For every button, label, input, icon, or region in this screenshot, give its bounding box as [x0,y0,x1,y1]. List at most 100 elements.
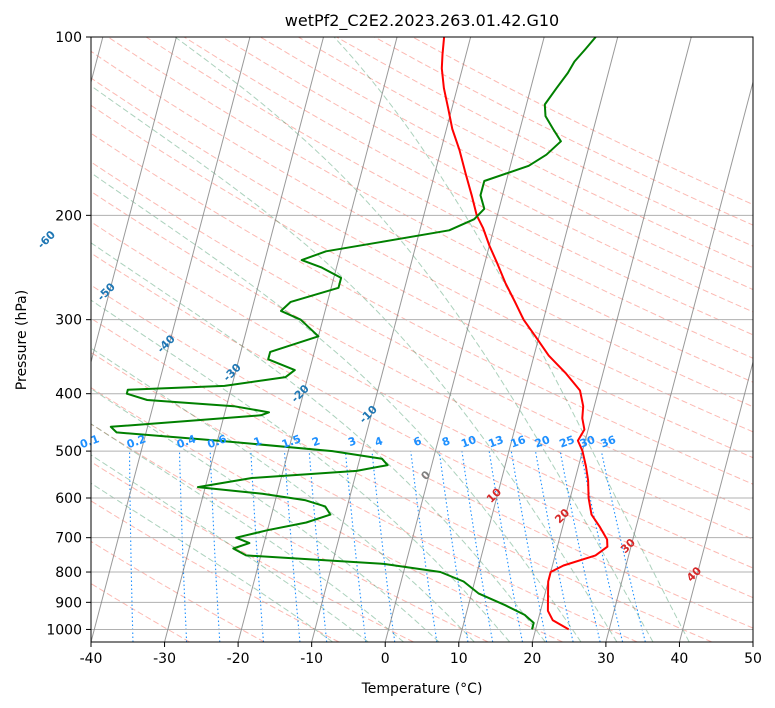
y-tick-label: 900 [55,595,82,611]
mixing-ratio-label: 1 [252,434,264,449]
dry-adiabat [91,540,265,642]
mixing-ratio-line [209,451,221,642]
isotherm-label: -20 [289,382,312,405]
y-axis-title: Pressure (hPa) [14,290,30,390]
y-tick-label: 700 [55,531,82,547]
mixing-ratio-label: 20 [533,433,552,451]
dry-adiabat [91,284,753,629]
isotherm-label: 0 [419,468,434,483]
y-tick-label: 400 [55,387,82,403]
dry-adiabat [91,583,190,642]
mixing-ratio-line [580,450,624,642]
x-tick-label: 30 [597,651,615,667]
isotherm-label: -40 [155,332,178,355]
mixing-ratio-line [559,451,601,642]
x-tick-label: -10 [300,651,323,667]
isotherm-label: -60 [35,228,58,251]
mixing-ratio-line [534,451,574,642]
mixing-ratio-line [410,451,438,642]
mixing-ratio-label: 25 [558,433,577,450]
moist-adiabat [333,37,690,642]
y-axis: 100 200 300 400 500 600 700 800 900 1000 [46,30,91,638]
moist-adiabat [91,482,333,642]
mixing-ratio-label: 0.1 [78,432,101,451]
mixing-ratio-label: 36 [599,433,618,451]
mixing-ratio-label: 30 [578,433,597,451]
dry-adiabat [91,423,489,642]
x-tick-label: -30 [153,651,176,667]
moist-adiabat [91,454,369,642]
dry-adiabat [183,37,753,336]
y-tick-label: 500 [55,444,82,460]
isotherm-label: -50 [95,280,118,303]
isotherm-label: 40 [684,564,704,584]
moist-adiabat [91,423,404,642]
mixing-ratio-label: 0.4 [175,432,198,451]
dry-adiabat [91,132,753,485]
dry-adiabat [91,461,414,642]
mixing-ratio-line [250,451,265,642]
mixing-ratio-label: 13 [487,433,506,450]
isotherm-label: 10 [484,485,504,505]
dry-adiabat [260,37,753,291]
dry-adiabat [91,221,753,569]
plot-frame [90,36,754,643]
mixing-ratio-line [283,451,301,642]
mixing-ratio-line [178,451,188,642]
moist-adiabat [91,242,546,642]
dry-adiabat [91,252,753,599]
mixing-ratio-label: 4 [373,434,385,449]
dry-adiabat [91,190,753,540]
isotherm-line [91,37,251,642]
isotherm-line [237,37,398,642]
moist-adiabat [91,85,618,642]
y-tick-label: 800 [55,565,82,581]
moist-adiabat [91,388,440,642]
y-tick-label: 100 [55,30,82,46]
isotherm-line [384,37,545,642]
mixing-ratio-line [488,451,524,642]
isotherm-label: -30 [221,361,244,384]
mixing-ratio-label: 8 [440,434,452,449]
mixing-ratio-line [438,451,469,642]
y-tick-label: 200 [55,208,82,224]
chart-title: wetPf2_C2E2.2023.263.01.42.G10 [285,11,559,31]
x-tick-label: 10 [450,651,468,667]
isotherm-line [605,80,753,642]
moist-adiabat [174,37,654,642]
x-tick-label: 0 [381,651,390,667]
isotherm-line [752,640,753,642]
isotherm-lines [91,37,753,642]
mixing-ratio-label: 10 [459,433,478,451]
mixing-ratio-lines [129,450,646,642]
sounding-profiles [109,37,609,631]
mixing-ratio-label: 6 [412,434,424,449]
x-axis: -40 -30 -20 -10 0 10 20 30 40 50 [80,642,762,667]
dry-adiabat [91,351,638,642]
isotherm-label: 30 [618,536,638,556]
isotherm-line [678,360,753,642]
mixing-ratio-label: 2 [310,434,322,449]
isotherm-line [164,37,324,642]
mixing-ratio-line [344,451,367,642]
mixing-ratio-line [308,451,328,642]
x-axis-title: Temperature (°C) [361,681,483,697]
mixing-ratio-label: 0.6 [206,432,229,451]
pressure-gridlines [91,37,753,630]
y-tick-label: 600 [55,491,82,507]
x-tick-label: -40 [80,651,103,667]
mixing-ratio-label: 0.2 [125,432,148,451]
isotherm-line [531,37,692,642]
mixing-ratio-label: 16 [509,433,528,451]
mixing-ratio-label: 1.5 [280,432,303,451]
isotherm-line [91,37,177,365]
y-tick-label: 300 [55,313,82,329]
x-tick-label: -20 [227,651,250,667]
mixing-ratio-line [371,451,396,642]
isotherm-label: -10 [357,403,380,426]
y-tick-label: 1000 [46,622,82,638]
dry-adiabat [221,37,753,313]
moist-adiabat [91,299,511,642]
isotherm-line [311,37,472,642]
x-tick-label: 20 [523,651,541,667]
